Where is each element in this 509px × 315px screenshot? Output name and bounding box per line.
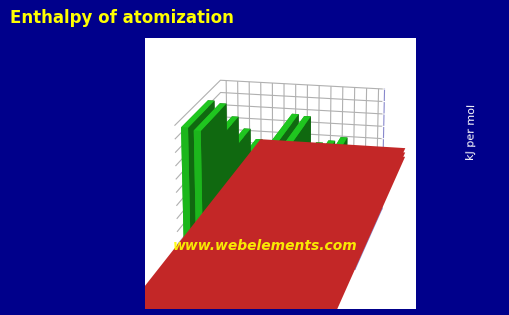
Text: Enthalpy of atomization: Enthalpy of atomization	[10, 9, 234, 27]
Text: www.webelements.com: www.webelements.com	[173, 239, 357, 253]
